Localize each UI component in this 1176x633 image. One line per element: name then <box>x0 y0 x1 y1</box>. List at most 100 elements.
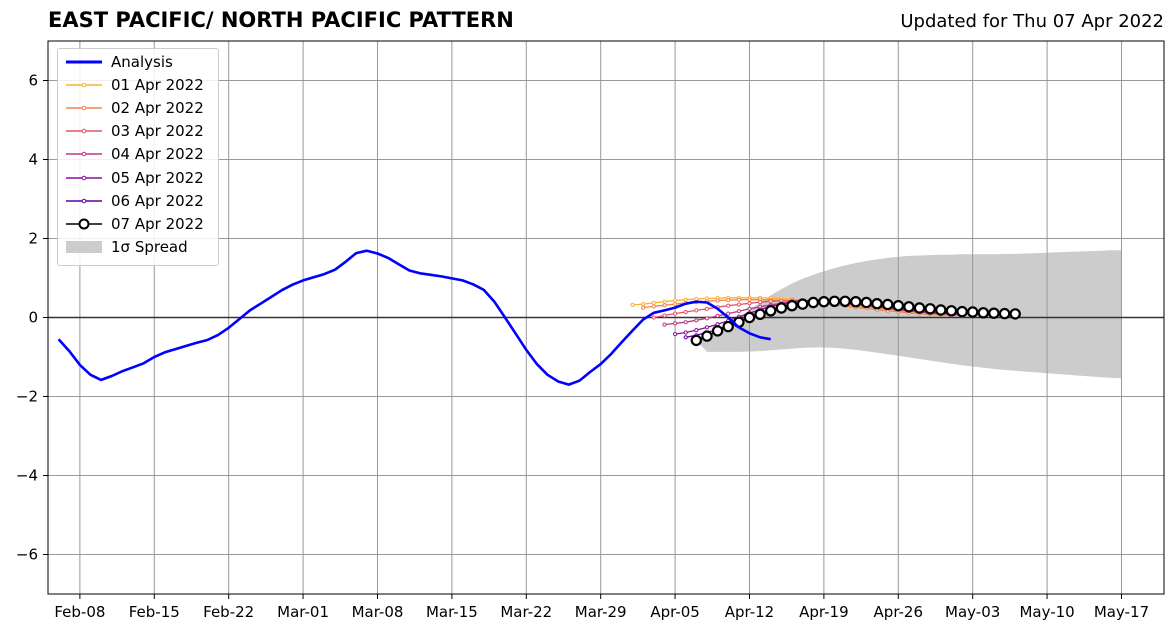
x-tick-label: Mar-29 <box>575 603 627 621</box>
forecast-point <box>683 320 688 325</box>
forecast-series <box>690 295 1021 347</box>
legend-item: 01 Apr 2022 <box>62 75 218 95</box>
legend-swatch-marker <box>81 128 87 134</box>
forecast-point <box>818 296 830 308</box>
forecast-point <box>736 309 742 314</box>
forecast-point <box>786 300 798 312</box>
forecast-point <box>956 305 968 318</box>
forecast-point <box>683 309 688 315</box>
forecast-point <box>673 298 678 303</box>
forecast-point <box>839 295 851 307</box>
forecast-point <box>882 298 894 311</box>
forecast-point <box>903 301 915 313</box>
x-tick-label: Apr-05 <box>650 603 700 621</box>
forecast-point <box>736 297 742 302</box>
y-tick-label: 4 <box>28 151 38 169</box>
y-tick-label: 2 <box>28 230 38 248</box>
forecast-point <box>747 297 752 302</box>
y-tick-label: 6 <box>28 72 38 90</box>
legend-swatch <box>66 82 102 88</box>
forecast-point <box>754 308 766 320</box>
forecast-point <box>662 313 667 318</box>
x-tick-label: Mar-22 <box>500 603 552 621</box>
forecast-point <box>662 303 667 308</box>
forecast-point <box>651 304 656 309</box>
legend-label: 04 Apr 2022 <box>111 145 204 164</box>
forecast-point <box>913 302 926 314</box>
legend-label: 1σ Spread <box>111 237 188 256</box>
legend-swatch-marker <box>81 198 87 203</box>
forecast-point <box>694 328 699 333</box>
x-tick-label: May-10 <box>1019 603 1074 621</box>
legend-label: 02 Apr 2022 <box>111 99 204 118</box>
forecast-point <box>694 308 699 313</box>
forecast-point <box>711 325 724 337</box>
forecast-point <box>673 332 678 337</box>
forecast-point <box>662 322 667 327</box>
forecast-point <box>747 306 752 311</box>
legend-swatch <box>66 198 102 203</box>
legend-swatch-marker <box>78 218 90 230</box>
forecast-point <box>651 315 656 320</box>
y-tick-label: −4 <box>16 467 38 485</box>
tick-layer: Feb-08 Feb-15 Feb-22 Mar-01 Mar-08 Mar-15 Mar-… <box>16 72 1149 622</box>
series-layer <box>57 249 1021 386</box>
forecast-point <box>807 296 820 309</box>
forecast-point <box>850 296 862 308</box>
forecast-point <box>673 311 678 316</box>
forecast-point <box>704 325 710 330</box>
legend-item: 07 Apr 2022 <box>62 214 218 234</box>
forecast-point <box>662 299 667 304</box>
forecast-point <box>704 316 710 321</box>
forecast-point <box>694 318 699 323</box>
forecast-point <box>747 301 752 306</box>
forecast-point <box>768 299 773 304</box>
x-tick-label: May-17 <box>1094 603 1149 621</box>
legend-item: 1σ Spread <box>62 237 218 257</box>
forecast-point <box>726 311 731 316</box>
forecast-point <box>892 300 905 312</box>
forecast-point <box>641 305 646 310</box>
forecast-point <box>977 307 990 319</box>
legend-label: 01 Apr 2022 <box>111 76 204 95</box>
legend-swatch-patch <box>66 240 102 253</box>
legend-item: 03 Apr 2022 <box>62 121 218 141</box>
chart-title: EAST PACIFIC/ NORTH PACIFIC PATTERN <box>48 8 514 32</box>
forecast-point <box>630 302 635 307</box>
forecast-point <box>775 302 788 314</box>
forecast-point <box>796 298 809 310</box>
forecast-point <box>683 330 688 335</box>
forecast-point <box>722 320 734 333</box>
forecast-point <box>704 306 710 311</box>
x-tick-label: Apr-26 <box>874 603 924 621</box>
forecast-point <box>683 335 688 340</box>
y-tick-label: −2 <box>16 388 38 406</box>
legend-item: 02 Apr 2022 <box>62 98 218 118</box>
forecast-point <box>945 305 958 317</box>
forecast-point <box>828 295 841 307</box>
legend-item: Analysis <box>62 52 218 72</box>
forecast-point <box>935 304 947 316</box>
forecast-point <box>765 305 777 317</box>
forecast-point <box>641 302 646 307</box>
forecast-point <box>988 307 1000 319</box>
forecast-point <box>924 303 936 315</box>
forecast-point <box>1009 308 1021 320</box>
x-tick-label: Feb-08 <box>54 603 105 621</box>
forecast-point <box>743 311 756 324</box>
y-tick-label: 0 <box>28 309 38 327</box>
legend-swatch <box>66 218 102 230</box>
legend-swatch <box>66 60 102 64</box>
legend-swatch <box>66 152 102 157</box>
legend-swatch <box>66 240 102 253</box>
x-tick-label: Feb-22 <box>203 603 254 621</box>
legend-swatch <box>66 105 102 111</box>
legend-swatch-marker <box>81 105 87 111</box>
legend-label: 05 Apr 2022 <box>111 168 204 187</box>
x-tick-label: Apr-19 <box>799 603 849 621</box>
forecast-point <box>860 296 873 309</box>
legend-item: 06 Apr 2022 <box>62 191 218 211</box>
forecast-point <box>673 302 678 307</box>
y-tick-label: −6 <box>16 546 38 564</box>
chart-subtitle: Updated for Thu 07 Apr 2022 <box>900 11 1164 32</box>
